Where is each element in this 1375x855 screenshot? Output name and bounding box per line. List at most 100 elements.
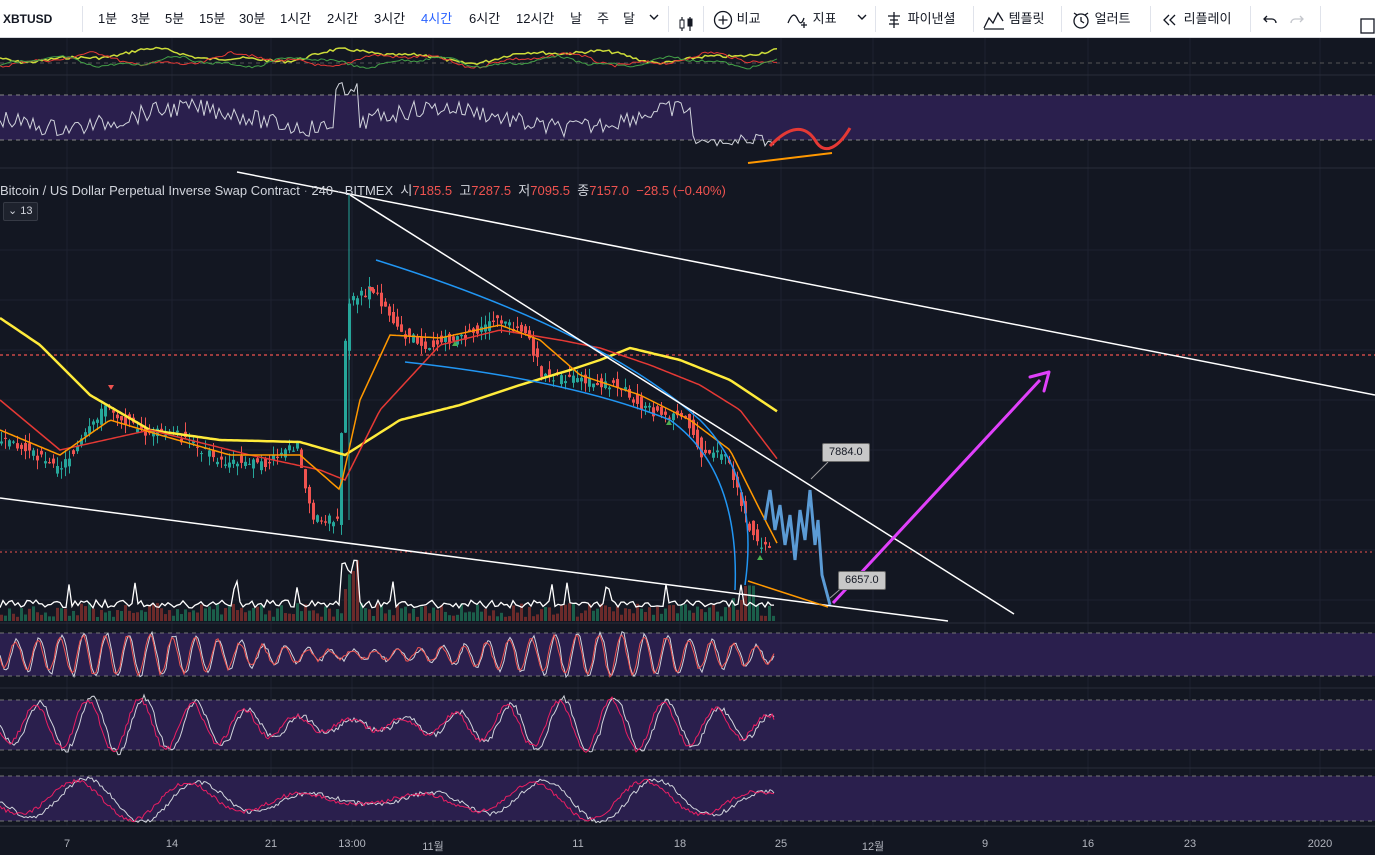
price-label-low[interactable]: 6657.0 — [838, 571, 886, 590]
candle-body — [96, 419, 99, 423]
volume-bar — [248, 610, 251, 621]
interval-3m[interactable]: 3분 — [131, 11, 151, 26]
interval-month[interactable]: 달 — [623, 11, 635, 26]
volume-bar — [56, 607, 59, 621]
time-tick: 11월 — [422, 841, 444, 853]
candle-body — [336, 516, 339, 519]
interval-day[interactable]: 날 — [570, 11, 582, 26]
redo-icon[interactable] — [1289, 0, 1305, 38]
candle-body — [12, 441, 15, 443]
candle-body — [392, 311, 395, 324]
candle-body — [604, 381, 607, 389]
indicators-button[interactable]: 지표 — [787, 0, 837, 38]
indicators-label: 지표 — [812, 11, 837, 26]
toolbar-divider — [668, 6, 669, 32]
indicator-band — [0, 95, 1375, 140]
legend-change: −28.5 (−0.40%) — [636, 183, 726, 198]
candle-body — [760, 547, 763, 549]
volume-bar — [76, 615, 79, 621]
volume-bar — [316, 613, 319, 621]
legend-close: 7157.0 — [589, 183, 629, 198]
layout-icon[interactable] — [1360, 11, 1375, 34]
price-label-high[interactable]: 7884.0 — [822, 443, 870, 462]
interval-6h[interactable]: 6시간 — [469, 11, 501, 26]
symbol-legend[interactable]: Bitcoin / US Dollar Perpetual Inverse Sw… — [0, 183, 726, 198]
volume-bar — [720, 616, 723, 621]
volume-bar — [628, 609, 631, 621]
chart-canvas[interactable] — [0, 38, 1375, 855]
descending-trendline — [349, 194, 1015, 615]
interval-5m[interactable]: 5분 — [165, 11, 185, 26]
chevron-down-icon[interactable] — [648, 0, 660, 38]
volume-bar — [548, 607, 551, 621]
volume-bar — [580, 613, 583, 621]
candle-body — [272, 455, 275, 460]
volume-bar — [72, 610, 75, 621]
indicators-collapse-toggle[interactable]: ⌄ 13 — [3, 202, 38, 221]
candle-body — [588, 377, 591, 387]
undo-icon[interactable] — [1262, 0, 1278, 38]
replay-button[interactable]: 리플레이 — [1160, 0, 1231, 38]
candle-body — [60, 468, 63, 470]
volume-bar — [304, 604, 307, 621]
volume-bar — [28, 608, 31, 621]
volume-bar — [180, 614, 183, 621]
candle-body — [24, 443, 27, 452]
templates-icon — [983, 11, 1004, 30]
legend-close-label: 종 — [577, 183, 590, 198]
time-tick: 21 — [264, 838, 278, 850]
volume-bar — [144, 611, 147, 621]
interval-1m[interactable]: 1분 — [98, 11, 118, 26]
rewind-icon — [1163, 14, 1176, 26]
candle-body — [492, 320, 495, 323]
toolbar-divider — [1150, 6, 1151, 32]
sell-marker — [108, 385, 114, 390]
candle-body — [668, 417, 671, 419]
volume-bar — [656, 606, 659, 621]
volume-bar — [432, 607, 435, 621]
time-tick: 16 — [1081, 838, 1095, 850]
chevron-down-icon: ⌄ — [8, 205, 18, 217]
interval-15m[interactable]: 15분 — [199, 11, 226, 26]
time-axis[interactable] — [0, 826, 1375, 855]
volume-bar — [768, 605, 771, 621]
interval-30m[interactable]: 30분 — [239, 11, 266, 26]
candle-body — [420, 337, 423, 346]
legend-high-label: 고 — [459, 183, 472, 198]
volume-bar — [584, 610, 587, 621]
candle-body — [468, 329, 471, 332]
volume-bar — [556, 613, 559, 621]
chevron-down-icon[interactable] — [856, 0, 868, 38]
interval-12h[interactable]: 12시간 — [516, 11, 555, 26]
volume-bar — [288, 613, 291, 621]
ma-100-line — [0, 329, 778, 481]
volume-bar — [4, 615, 7, 621]
symbol-search[interactable]: XBTUSD — [3, 12, 53, 26]
volume-bar — [268, 610, 271, 621]
volume-bar — [380, 605, 383, 621]
volume-bar — [428, 613, 431, 621]
candle-body — [28, 443, 31, 451]
pine-button[interactable]: 파이낸셜 — [884, 0, 955, 38]
templates-button[interactable]: 템플릿 — [983, 0, 1045, 38]
volume-bar — [224, 608, 227, 621]
candle-body — [396, 316, 399, 327]
interval-3h[interactable]: 3시간 — [374, 11, 406, 26]
volume-bar — [452, 615, 455, 621]
volume-bar — [340, 613, 343, 621]
candles-icon[interactable] — [677, 10, 695, 31]
top-toolbar: XBTUSD 1분 3분 5분 15분 30분 1시간 2시간 3시간 4시간 … — [0, 0, 1375, 38]
interval-4h[interactable]: 4시간 — [421, 11, 453, 26]
time-tick: 11 — [572, 838, 584, 850]
interval-1h[interactable]: 1시간 — [280, 11, 312, 26]
candle-body — [652, 407, 655, 417]
candle-body — [644, 405, 647, 408]
interval-2h[interactable]: 2시간 — [327, 11, 359, 26]
candle-body — [452, 336, 455, 341]
compare-button[interactable]: 비교 — [713, 0, 761, 38]
alerts-button[interactable]: 얼러트 — [1071, 0, 1131, 38]
candle-body — [136, 428, 139, 433]
volume-bar — [396, 604, 399, 621]
interval-week[interactable]: 주 — [597, 11, 609, 26]
candle-body — [56, 466, 59, 474]
